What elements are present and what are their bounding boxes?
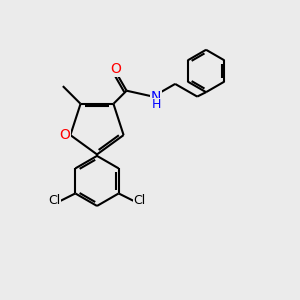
Text: H: H [151, 98, 161, 111]
Text: Cl: Cl [134, 194, 146, 207]
Text: Cl: Cl [48, 194, 60, 207]
Text: N: N [151, 90, 161, 104]
Text: O: O [110, 62, 121, 76]
Text: O: O [60, 128, 70, 142]
